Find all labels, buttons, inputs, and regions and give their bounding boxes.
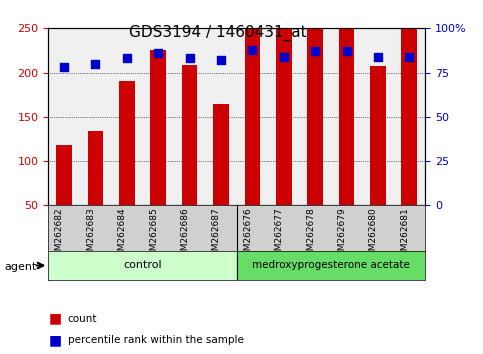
Point bbox=[155, 50, 162, 56]
Text: GDS3194 / 1460431_at: GDS3194 / 1460431_at bbox=[128, 25, 306, 41]
Bar bbox=[276, 19, 292, 205]
Point bbox=[374, 54, 382, 59]
Point bbox=[60, 64, 68, 70]
Point bbox=[186, 56, 194, 61]
Bar bbox=[56, 145, 72, 205]
Text: GSM262676: GSM262676 bbox=[243, 207, 253, 262]
Text: ■: ■ bbox=[48, 333, 61, 347]
Text: GSM262677: GSM262677 bbox=[275, 207, 284, 262]
Bar bbox=[150, 51, 166, 205]
Text: GSM262684: GSM262684 bbox=[118, 207, 127, 262]
Point bbox=[406, 54, 413, 59]
Bar bbox=[307, 9, 323, 205]
Point bbox=[123, 56, 130, 61]
Point bbox=[343, 48, 351, 54]
Text: agent: agent bbox=[5, 262, 37, 272]
Text: percentile rank within the sample: percentile rank within the sample bbox=[68, 335, 243, 345]
Bar bbox=[48, 251, 237, 280]
Point bbox=[217, 57, 225, 63]
Bar bbox=[213, 104, 229, 205]
Text: GSM262679: GSM262679 bbox=[338, 207, 347, 262]
Text: GSM262687: GSM262687 bbox=[212, 207, 221, 262]
Text: GSM262686: GSM262686 bbox=[181, 207, 189, 262]
Text: GSM262681: GSM262681 bbox=[400, 207, 410, 262]
Bar bbox=[119, 81, 135, 205]
Text: count: count bbox=[68, 314, 97, 324]
Point bbox=[92, 61, 99, 67]
Bar bbox=[87, 131, 103, 205]
Point bbox=[249, 47, 256, 52]
Point bbox=[312, 48, 319, 54]
Text: ■: ■ bbox=[48, 312, 61, 326]
Point bbox=[280, 54, 288, 59]
Text: GSM262680: GSM262680 bbox=[369, 207, 378, 262]
Text: GSM262682: GSM262682 bbox=[55, 207, 64, 262]
Bar bbox=[339, 19, 355, 205]
Text: control: control bbox=[123, 261, 162, 270]
Text: GSM262685: GSM262685 bbox=[149, 207, 158, 262]
Bar bbox=[244, 0, 260, 205]
Text: GSM262683: GSM262683 bbox=[86, 207, 96, 262]
Text: medroxyprogesterone acetate: medroxyprogesterone acetate bbox=[252, 261, 410, 270]
Bar bbox=[401, 27, 417, 205]
Bar bbox=[237, 251, 425, 280]
Bar bbox=[370, 67, 386, 205]
Bar bbox=[182, 65, 198, 205]
Text: GSM262678: GSM262678 bbox=[306, 207, 315, 262]
